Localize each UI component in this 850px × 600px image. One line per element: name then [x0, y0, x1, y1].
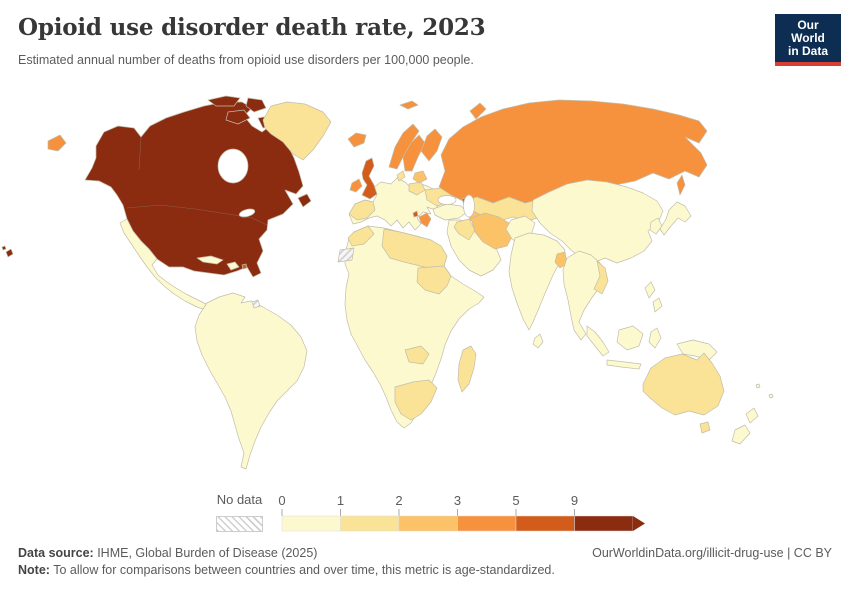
region-sulawesi[interactable] [648, 327, 662, 349]
region-philippines[interactable] [644, 281, 656, 299]
region-puerto-rico[interactable] [241, 263, 248, 270]
region-new-guinea[interactable] [676, 339, 718, 361]
hudson-bay [217, 148, 249, 184]
region-philippines[interactable] [652, 297, 663, 313]
region-french-guiana[interactable] [251, 299, 261, 309]
region-madagascar[interactable] [457, 345, 477, 393]
region-pacific-islands[interactable] [755, 383, 761, 389]
region-new-zealand[interactable] [731, 424, 751, 445]
region-western-sahara[interactable] [337, 247, 355, 263]
region-ireland[interactable] [349, 178, 363, 193]
chart-subtitle: Estimated annual number of deaths from o… [18, 53, 474, 67]
credit-link[interactable]: OurWorldinData.org/illicit-drug-use | CC… [592, 546, 832, 560]
us-canada-border [126, 204, 268, 226]
region-greece[interactable] [418, 212, 432, 228]
legend-tick-2: 2 [395, 493, 402, 508]
owid-logo-line2: in Data [787, 44, 828, 58]
region-denmark[interactable] [396, 170, 406, 182]
region-norway[interactable] [388, 123, 420, 170]
region-novaya-zemlya[interactable] [469, 102, 487, 120]
region-india[interactable] [508, 232, 566, 331]
world-map [0, 90, 850, 490]
legend-tick-5: 9 [571, 493, 578, 508]
region-south-africa[interactable] [394, 379, 438, 421]
legend-tick-4: 5 [512, 493, 519, 508]
black-sea [437, 195, 457, 205]
region-arctic-islands[interactable] [207, 95, 241, 107]
note-text: To allow for comparisons between countri… [49, 563, 555, 577]
region-sri-lanka[interactable] [532, 333, 544, 349]
region-korea[interactable] [649, 217, 663, 235]
legend-no-data[interactable]: No data [216, 492, 263, 532]
legend-no-data-label: No data [216, 492, 263, 507]
region-new-zealand[interactable] [745, 407, 759, 424]
legend-swatch-3-5[interactable] [457, 515, 517, 532]
legend-scale: 0 1 2 3 5 9 [278, 493, 645, 532]
owid-logo-line1: Our World [791, 18, 825, 45]
owid-logo[interactable]: Our World in Data [775, 14, 841, 66]
region-iran[interactable] [470, 212, 514, 250]
legend-arrow [633, 516, 645, 531]
legend-swatch-1-2[interactable] [340, 515, 400, 532]
region-hispaniola[interactable] [226, 261, 240, 271]
legend-swatch-5-9[interactable] [515, 515, 575, 532]
data-source-text: IHME, Global Burden of Disease (2025) [93, 546, 318, 560]
region-sumatra[interactable] [586, 325, 610, 357]
region-china-mongolia[interactable] [531, 179, 664, 264]
legend-swatch-2-3[interactable] [398, 515, 458, 532]
region-svalbard[interactable] [399, 100, 419, 110]
region-morocco[interactable] [347, 225, 375, 247]
region-united-kingdom[interactable] [361, 157, 378, 200]
legend-swatch-9-plus[interactable] [574, 515, 634, 532]
legend-tick-0: 0 [278, 493, 285, 508]
region-iceland[interactable] [347, 132, 367, 148]
region-pacific-islands[interactable] [768, 393, 774, 399]
region-sudan[interactable] [416, 265, 452, 295]
region-borneo[interactable] [616, 325, 644, 351]
region-greenland[interactable] [262, 101, 332, 161]
region-southeast-asia[interactable] [562, 250, 606, 341]
region-bangladesh[interactable] [554, 251, 568, 269]
region-japan[interactable] [659, 201, 692, 236]
region-tasmania[interactable] [699, 421, 711, 434]
region-turkey[interactable] [432, 203, 468, 221]
region-spain[interactable] [348, 199, 376, 221]
region-chukotka[interactable] [47, 134, 67, 152]
note-line: Note: To allow for comparisons between c… [18, 563, 832, 577]
data-source-label: Data source: [18, 546, 94, 560]
region-baltics[interactable] [412, 170, 428, 184]
page-title: Opioid use disorder death rate, 2023 [18, 14, 486, 41]
region-finland[interactable] [420, 128, 443, 162]
region-vietnam[interactable] [593, 260, 609, 295]
region-arctic-islands[interactable] [245, 97, 267, 113]
data-source-line: Data source: IHME, Global Burden of Dise… [18, 546, 317, 560]
region-zambia[interactable] [404, 345, 430, 365]
legend-tick-1: 1 [337, 493, 344, 508]
region-hawaii[interactable] [1, 245, 7, 251]
region-albania[interactable] [412, 210, 419, 218]
legend-tick-3: 3 [454, 493, 461, 508]
region-arctic-islands[interactable] [225, 109, 251, 125]
region-sakhalin[interactable] [676, 174, 686, 196]
caspian-sea [463, 194, 475, 218]
region-hawaii[interactable] [5, 248, 14, 258]
great-lakes [238, 208, 256, 218]
region-java[interactable] [606, 359, 642, 370]
region-australia[interactable] [642, 352, 725, 416]
note-label: Note: [18, 563, 50, 577]
region-south-america[interactable] [194, 292, 308, 470]
alaska-canada-border [138, 136, 142, 171]
chart-footer: Data source: IHME, Global Burden of Dise… [18, 546, 832, 577]
region-newfoundland[interactable] [297, 193, 312, 208]
legend-no-data-swatch[interactable] [216, 516, 263, 532]
region-cuba[interactable] [196, 255, 224, 265]
legend-swatch-0-1[interactable] [281, 515, 341, 532]
region-iraq[interactable] [453, 218, 476, 241]
